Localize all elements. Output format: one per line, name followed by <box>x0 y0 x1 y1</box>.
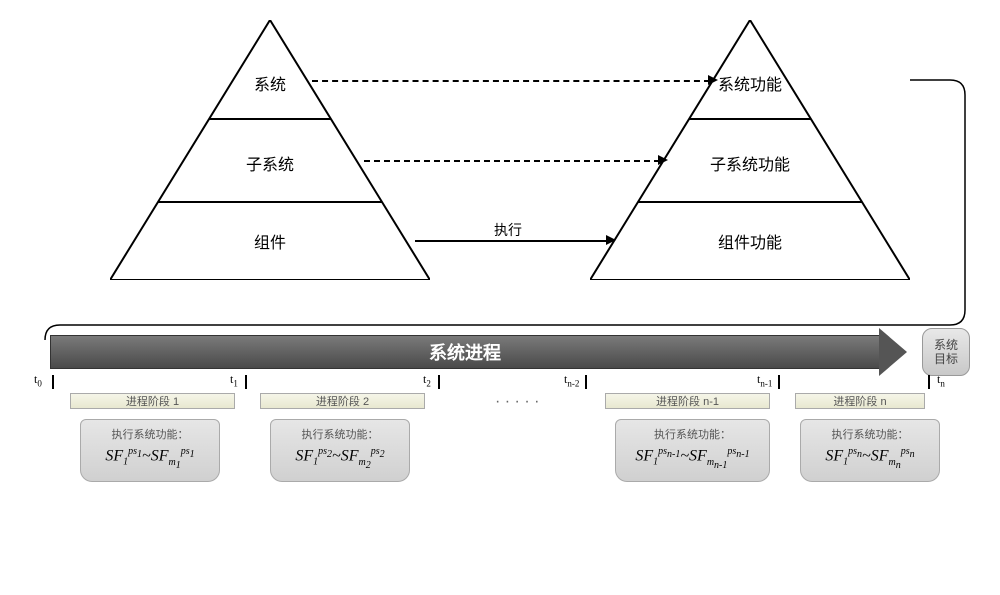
func-box-n1: 执行系统功能： SF1psn-1~SFmn-1psn-1 <box>615 419 770 482</box>
tick-2-label: t2 <box>423 372 431 388</box>
tick-n2-label: tn-2 <box>564 372 579 388</box>
stage-ellipsis: · · · · · <box>495 393 539 411</box>
pyramids-section: 系统 子系统 组件 系统功能 子系统功能 组件功能 执行 <box>30 20 970 300</box>
func-box-2: 执行系统功能： SF1ps2~SFm2ps2 <box>270 419 410 482</box>
stage-1: 进程阶段 1 <box>70 393 235 409</box>
tick-2 <box>438 375 440 389</box>
connector-1 <box>312 80 710 82</box>
connector-3-label: 执行 <box>490 220 526 240</box>
tick-n-label: tn <box>937 372 945 388</box>
connector-3-arrow <box>606 235 616 245</box>
stage-2: 进程阶段 2 <box>260 393 425 409</box>
stage-n1: 进程阶段 n-1 <box>605 393 770 409</box>
func-box-2-title: 执行系统功能： <box>275 426 405 442</box>
func-box-2-formula: SF1ps2~SFm2ps2 <box>275 446 405 471</box>
process-bar: 系统进程 <box>50 335 880 369</box>
left-pyramid-svg: 系统 子系统 组件 <box>110 20 430 280</box>
left-level-2: 子系统 <box>246 156 294 174</box>
left-level-3: 组件 <box>254 234 286 252</box>
right-pyramid-svg: 系统功能 子系统功能 组件功能 <box>590 20 910 280</box>
func-box-n1-formula: SF1psn-1~SFmn-1psn-1 <box>620 446 765 471</box>
func-box-n: 执行系统功能： SF1psn~SFmnpsn <box>800 419 940 482</box>
tick-n1 <box>778 375 780 389</box>
tick-1-label: t1 <box>230 372 238 388</box>
tick-n2 <box>585 375 587 389</box>
func-box-1-formula: SF1ps1~SFm1ps1 <box>85 446 215 471</box>
process-arrowhead <box>879 328 907 376</box>
right-level-3: 组件功能 <box>718 234 782 252</box>
left-pyramid: 系统 子系统 组件 <box>110 20 430 285</box>
func-box-1: 执行系统功能： SF1ps1~SFm1ps1 <box>80 419 220 482</box>
func-box-n-title: 执行系统功能： <box>805 426 935 442</box>
process-arrow: 系统进程 系统目标 <box>30 335 970 369</box>
timeline: t0 t1 t2 tn-2 tn-1 tn 进程阶段 1 进程阶段 2 · · … <box>30 375 970 455</box>
process-section: 系统进程 系统目标 t0 t1 t2 tn-2 tn-1 tn 进程阶段 1 进… <box>30 335 970 595</box>
func-box-n1-title: 执行系统功能： <box>620 426 765 442</box>
connector-2 <box>364 160 660 162</box>
tick-0 <box>52 375 54 389</box>
goal-label: 系统目标 <box>934 338 958 367</box>
right-level-2: 子系统功能 <box>710 156 790 174</box>
right-pyramid: 系统功能 子系统功能 组件功能 <box>590 20 910 285</box>
right-level-1: 系统功能 <box>718 76 782 94</box>
stage-n: 进程阶段 n <box>795 393 925 409</box>
left-level-1: 系统 <box>254 76 286 94</box>
func-box-1-title: 执行系统功能： <box>85 426 215 442</box>
tick-n1-label: tn-1 <box>757 372 772 388</box>
connector-3 <box>415 240 608 242</box>
tick-0-label: t0 <box>34 372 42 388</box>
connector-1-arrow <box>708 75 718 85</box>
func-box-n-formula: SF1psn~SFmnpsn <box>805 446 935 471</box>
connector-2-arrow <box>658 155 668 165</box>
goal-box: 系统目标 <box>922 328 970 376</box>
tick-1 <box>245 375 247 389</box>
tick-n <box>928 375 930 389</box>
